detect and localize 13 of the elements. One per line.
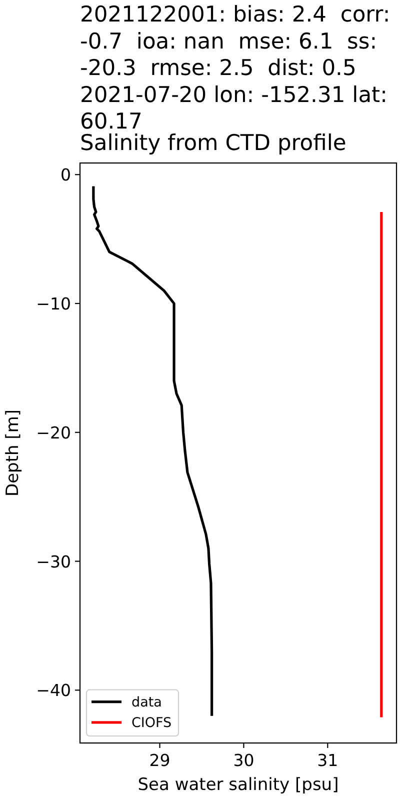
x-axis-title: Sea water salinity [psu] bbox=[138, 775, 339, 795]
y-tick-label: 0 bbox=[60, 166, 71, 185]
y-tick-label: −20 bbox=[36, 423, 71, 442]
legend-label: data bbox=[132, 694, 162, 711]
y-axis-title: Depth [m] bbox=[3, 409, 23, 497]
y-tick-label: −40 bbox=[36, 681, 71, 700]
y-tick-label: −10 bbox=[36, 294, 71, 314]
x-tick-label: 30 bbox=[233, 751, 254, 770]
y-tick-label: −30 bbox=[36, 552, 71, 572]
x-tick-label: 31 bbox=[317, 751, 338, 770]
x-tick-label: 29 bbox=[149, 751, 170, 770]
legend-label: CIOFS bbox=[132, 715, 172, 732]
line-series bbox=[92, 184, 214, 718]
